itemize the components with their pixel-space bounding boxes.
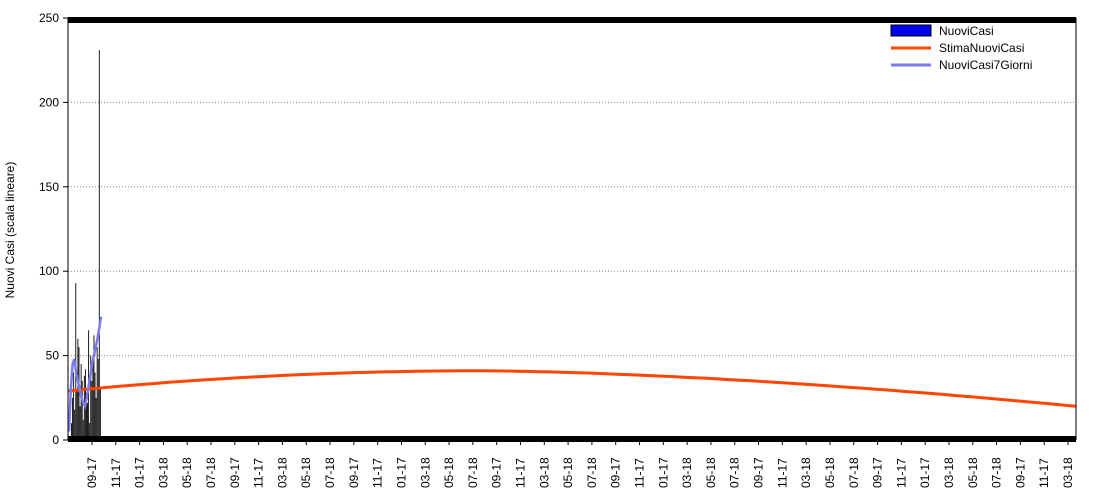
- bar: [96, 347, 98, 440]
- bar: [99, 389, 101, 440]
- y-tick-label: 250: [39, 11, 59, 25]
- x-tick-label: 07-18: [323, 457, 337, 488]
- x-tick-label: 01-17: [656, 457, 670, 488]
- x-tick-label: 07-18: [585, 457, 599, 488]
- bar: [81, 380, 83, 440]
- x-tick-label: 11-17: [894, 458, 908, 488]
- bar: [76, 389, 78, 440]
- bar: [91, 380, 93, 440]
- x-tick-label: 05-18: [704, 457, 718, 488]
- x-tick-label: 05-18: [180, 457, 194, 488]
- x-axis-ticks: 09-17 11-17 01-17 03-18 05-18 07-18 09-17 11-17…: [85, 440, 1075, 488]
- x-tick-label: 11-17: [513, 458, 527, 488]
- bar: [95, 397, 97, 440]
- bar: [78, 347, 80, 440]
- x-tick-label: 05-18: [442, 457, 456, 488]
- x-tick-label: 01-17: [133, 457, 147, 488]
- y-tick-label: 200: [39, 95, 59, 109]
- x-tick-label: 05-18: [561, 457, 575, 488]
- x-tick-label: 11-17: [1037, 458, 1051, 488]
- x-tick-label: 03-18: [1061, 457, 1075, 488]
- bar: [79, 406, 81, 440]
- bar: [98, 50, 100, 441]
- y-tick-label: 50: [46, 349, 60, 363]
- x-tick-label: 07-18: [466, 457, 480, 488]
- bar-series-nuovicasi: [71, 50, 101, 441]
- bar: [83, 375, 85, 440]
- x-tick-label: 11-17: [775, 458, 789, 488]
- x-tick-label: 09-17: [490, 457, 504, 488]
- x-tick-label: 09-17: [752, 457, 766, 488]
- bar: [92, 364, 94, 440]
- x-tick-label: 07-18: [847, 457, 861, 488]
- x-tick-label: 03-18: [799, 457, 813, 488]
- x-tick-label: 09-17: [1013, 457, 1027, 488]
- x-tick-label: 03-18: [680, 457, 694, 488]
- line-series: [67, 316, 1077, 432]
- y-axis-label: Nuovi Casi (scala lineare): [3, 162, 17, 299]
- bar: [90, 355, 92, 440]
- x-tick-label: 11-17: [252, 458, 266, 488]
- bar: [72, 397, 74, 440]
- x-tick-label: 07-18: [204, 457, 218, 488]
- bar: [97, 358, 99, 440]
- bar: [86, 392, 87, 440]
- x-tick-label: 07-18: [990, 457, 1004, 488]
- y-axis-ticks: 0 50 100 150 200 250: [39, 11, 68, 447]
- stima-nuovicasi-line: [67, 369, 1077, 408]
- x-tick-label: 05-18: [299, 457, 313, 488]
- x-tick-label: 09-17: [228, 457, 242, 488]
- x-tick-label: 11-17: [109, 458, 123, 488]
- legend-label: NuoviCasi: [939, 24, 994, 38]
- grid-lines: [68, 101, 1076, 357]
- x-tick-label: 03-18: [537, 457, 551, 488]
- x-tick-label: 09-17: [609, 457, 623, 488]
- bar: [94, 372, 96, 440]
- x-tick-label: 11-17: [371, 458, 385, 488]
- legend-label: NuoviCasi7Giorni: [939, 58, 1032, 72]
- x-tick-label: 07-18: [728, 457, 742, 488]
- bar: [73, 372, 75, 440]
- x-tick-label: 03-18: [942, 457, 956, 488]
- x-tick-label: 11-17: [633, 458, 647, 488]
- x-tick-label: 03-18: [275, 457, 289, 488]
- bar: [80, 364, 82, 440]
- plot-frame: [67, 17, 1077, 442]
- bar: [74, 409, 76, 440]
- x-tick-label: 05-18: [823, 457, 837, 488]
- bar: [71, 423, 72, 440]
- legend-label: StimaNuoviCasi: [939, 41, 1024, 55]
- x-tick-label: 09-17: [347, 457, 361, 488]
- bar: [89, 423, 91, 440]
- frame-top: [68, 17, 1076, 23]
- x-tick-label: 03-18: [156, 457, 170, 488]
- x-tick-label: 01-17: [394, 457, 408, 488]
- x-tick-label: 01-17: [918, 457, 932, 488]
- y-tick-label: 150: [39, 180, 59, 194]
- x-tick-label: 03-18: [418, 457, 432, 488]
- bar: [82, 419, 84, 440]
- y-tick-label: 100: [39, 264, 59, 278]
- bar: [87, 402, 88, 440]
- x-tick-label: 09-17: [871, 457, 885, 488]
- legend: NuoviCasi StimaNuoviCasi NuoviCasi7Giorni: [890, 24, 1032, 72]
- frame-bottom: [68, 436, 1076, 442]
- x-tick-label: 05-18: [966, 457, 980, 488]
- y-tick-label: 0: [52, 433, 59, 447]
- legend-swatch-nuovicasi: [890, 24, 932, 37]
- nuovicasi7giorni-line: [67, 316, 103, 432]
- x-tick-label: 09-17: [85, 457, 99, 488]
